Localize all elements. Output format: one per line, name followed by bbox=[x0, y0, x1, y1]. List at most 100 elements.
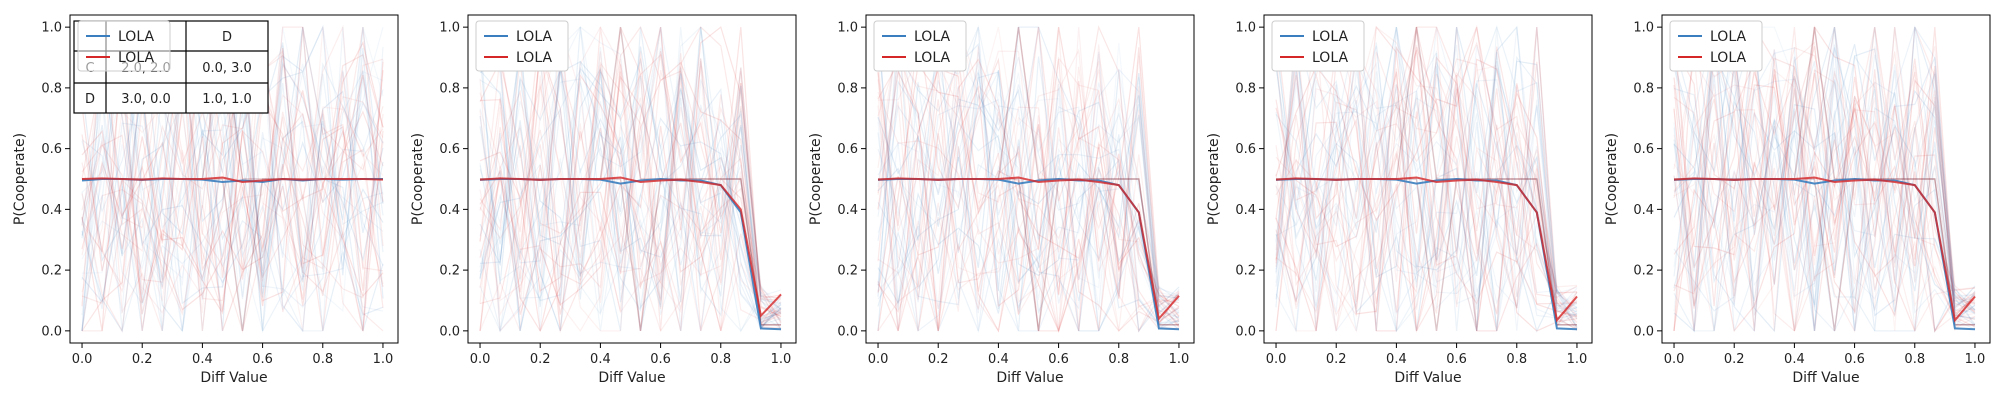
x-axis-label: Diff Value bbox=[996, 370, 1063, 386]
background-trajectory bbox=[1275, 51, 1578, 332]
series-line-2 bbox=[1275, 176, 1578, 323]
y-axis-label: P(Cooperate) bbox=[12, 133, 28, 225]
x-tick-label: 1.0 bbox=[1567, 352, 1588, 367]
background-trajectory bbox=[479, 58, 782, 332]
background-trajectory bbox=[1275, 27, 1578, 309]
background-trajectory bbox=[1673, 27, 1976, 332]
background-trajectory bbox=[877, 27, 1180, 332]
y-axis-label: P(Cooperate) bbox=[1206, 133, 1222, 225]
background-trajectory bbox=[1275, 71, 1578, 332]
background-trajectory bbox=[1275, 79, 1578, 333]
background-trajectory bbox=[81, 48, 384, 333]
background-trajectory bbox=[1275, 46, 1578, 315]
background-trajectory bbox=[877, 61, 1180, 333]
x-tick-label: 0.8 bbox=[710, 352, 731, 367]
y-tick-label: 0.4 bbox=[439, 203, 460, 218]
background-trajectory bbox=[479, 60, 782, 332]
background-trajectory bbox=[877, 69, 1180, 310]
y-tick-label: 0.4 bbox=[1235, 203, 1256, 218]
background-trajectory bbox=[877, 69, 1180, 333]
legend-label: LOLA bbox=[914, 29, 950, 45]
x-tick-label: 0.2 bbox=[530, 352, 551, 367]
legend-label: LOLA bbox=[118, 29, 154, 45]
y-tick-label: 0.4 bbox=[1633, 203, 1654, 218]
background-trajectory bbox=[877, 101, 1180, 314]
background-trajectory bbox=[877, 25, 1180, 304]
background-trajectory bbox=[1673, 54, 1976, 332]
x-tick-label: 0.2 bbox=[132, 352, 153, 367]
x-axis-label: Diff Value bbox=[598, 370, 665, 386]
background-trajectory bbox=[1673, 26, 1976, 332]
background-trajectory bbox=[877, 58, 1180, 331]
background-trajectory bbox=[877, 27, 1180, 333]
panel-1: 0.0 0.2 0.4 0.6 0.8 1.0 0.0 0.2 0.4 0.6 0.8 1.0 Diff… bbox=[12, 14, 399, 386]
background-trajectory bbox=[479, 27, 782, 323]
background-trajectory bbox=[1275, 27, 1578, 332]
background-trajectory bbox=[479, 26, 782, 314]
background-trajectory bbox=[1673, 76, 1976, 331]
x-tick-label: 1.0 bbox=[373, 352, 394, 367]
background-trajectory bbox=[81, 27, 384, 332]
background-trajectory bbox=[479, 27, 782, 330]
background-trajectories bbox=[877, 25, 1180, 334]
axes-frame bbox=[865, 14, 1195, 344]
y-tick-label: 0.2 bbox=[41, 264, 62, 279]
payoff-cell: 0.0, 3.0 bbox=[202, 61, 252, 76]
x-tick-label: 0.8 bbox=[312, 352, 333, 367]
legend: LOLA LOLA bbox=[475, 20, 569, 72]
legend-label: LOLA bbox=[1312, 50, 1348, 66]
panel-4: 0.0 0.2 0.4 0.6 0.8 1.0 0.0 0.2 0.4 0.6 0.8 1.0 Diff… bbox=[1206, 14, 1593, 386]
background-trajectory bbox=[479, 26, 782, 321]
background-trajectory bbox=[877, 43, 1180, 331]
x-tick-label: 1.0 bbox=[771, 352, 792, 367]
background-trajectory bbox=[1673, 27, 1976, 332]
payoff-cell: 1.0, 1.0 bbox=[202, 92, 252, 107]
x-tick-label: 0.0 bbox=[72, 352, 93, 367]
y-tick-label: 0.0 bbox=[1235, 324, 1256, 339]
x-tick-label: 0.6 bbox=[1844, 352, 1865, 367]
background-trajectory bbox=[1275, 25, 1578, 313]
background-trajectory bbox=[479, 47, 782, 332]
x-tick-label: 0.2 bbox=[928, 352, 949, 367]
y-tick-label: 0.8 bbox=[1633, 81, 1654, 96]
y-tick-label: 0.8 bbox=[41, 81, 62, 96]
legend-label: LOLA bbox=[914, 50, 950, 66]
background-trajectory bbox=[877, 27, 1180, 332]
series-line-2 bbox=[1673, 176, 1976, 323]
background-trajectory bbox=[1275, 25, 1578, 333]
background-trajectory bbox=[81, 51, 384, 331]
background-trajectory bbox=[81, 26, 384, 332]
background-trajectory bbox=[81, 44, 384, 287]
background-trajectory bbox=[1275, 96, 1578, 315]
y-tick-label: 0.2 bbox=[1633, 264, 1654, 279]
background-trajectory bbox=[479, 47, 782, 322]
background-trajectory bbox=[1673, 25, 1976, 333]
y-tick-label: 0.8 bbox=[439, 81, 460, 96]
x-tick-label: 0.0 bbox=[1664, 352, 1685, 367]
background-trajectory bbox=[479, 26, 782, 314]
panel-3: 0.0 0.2 0.4 0.6 0.8 1.0 0.0 0.2 0.4 0.6 0.8 1.0 Diff… bbox=[808, 14, 1195, 386]
x-tick-label: 0.2 bbox=[1326, 352, 1347, 367]
background-trajectory bbox=[877, 27, 1180, 333]
background-trajectory bbox=[1275, 46, 1578, 305]
background-trajectory bbox=[877, 25, 1180, 325]
y-tick-label: 0.6 bbox=[837, 142, 858, 157]
x-tick-label: 0.6 bbox=[650, 352, 671, 367]
background-trajectory bbox=[1673, 54, 1976, 332]
background-trajectory bbox=[1275, 61, 1578, 332]
background-trajectory bbox=[479, 26, 782, 304]
background-trajectory bbox=[877, 27, 1180, 332]
background-trajectory bbox=[479, 49, 782, 332]
background-trajectory bbox=[1673, 26, 1976, 333]
background-trajectory bbox=[1673, 27, 1976, 302]
background-trajectory bbox=[1673, 27, 1976, 332]
axes-frame bbox=[467, 14, 797, 344]
axes-frame bbox=[1263, 14, 1593, 344]
x-tick-label: 0.4 bbox=[1386, 352, 1407, 367]
background-trajectory bbox=[1276, 26, 1578, 331]
x-tick-label: 0.4 bbox=[590, 352, 611, 367]
background-trajectory bbox=[81, 25, 384, 284]
legend: LOLA LOLA bbox=[873, 20, 967, 72]
background-trajectory bbox=[479, 27, 782, 333]
